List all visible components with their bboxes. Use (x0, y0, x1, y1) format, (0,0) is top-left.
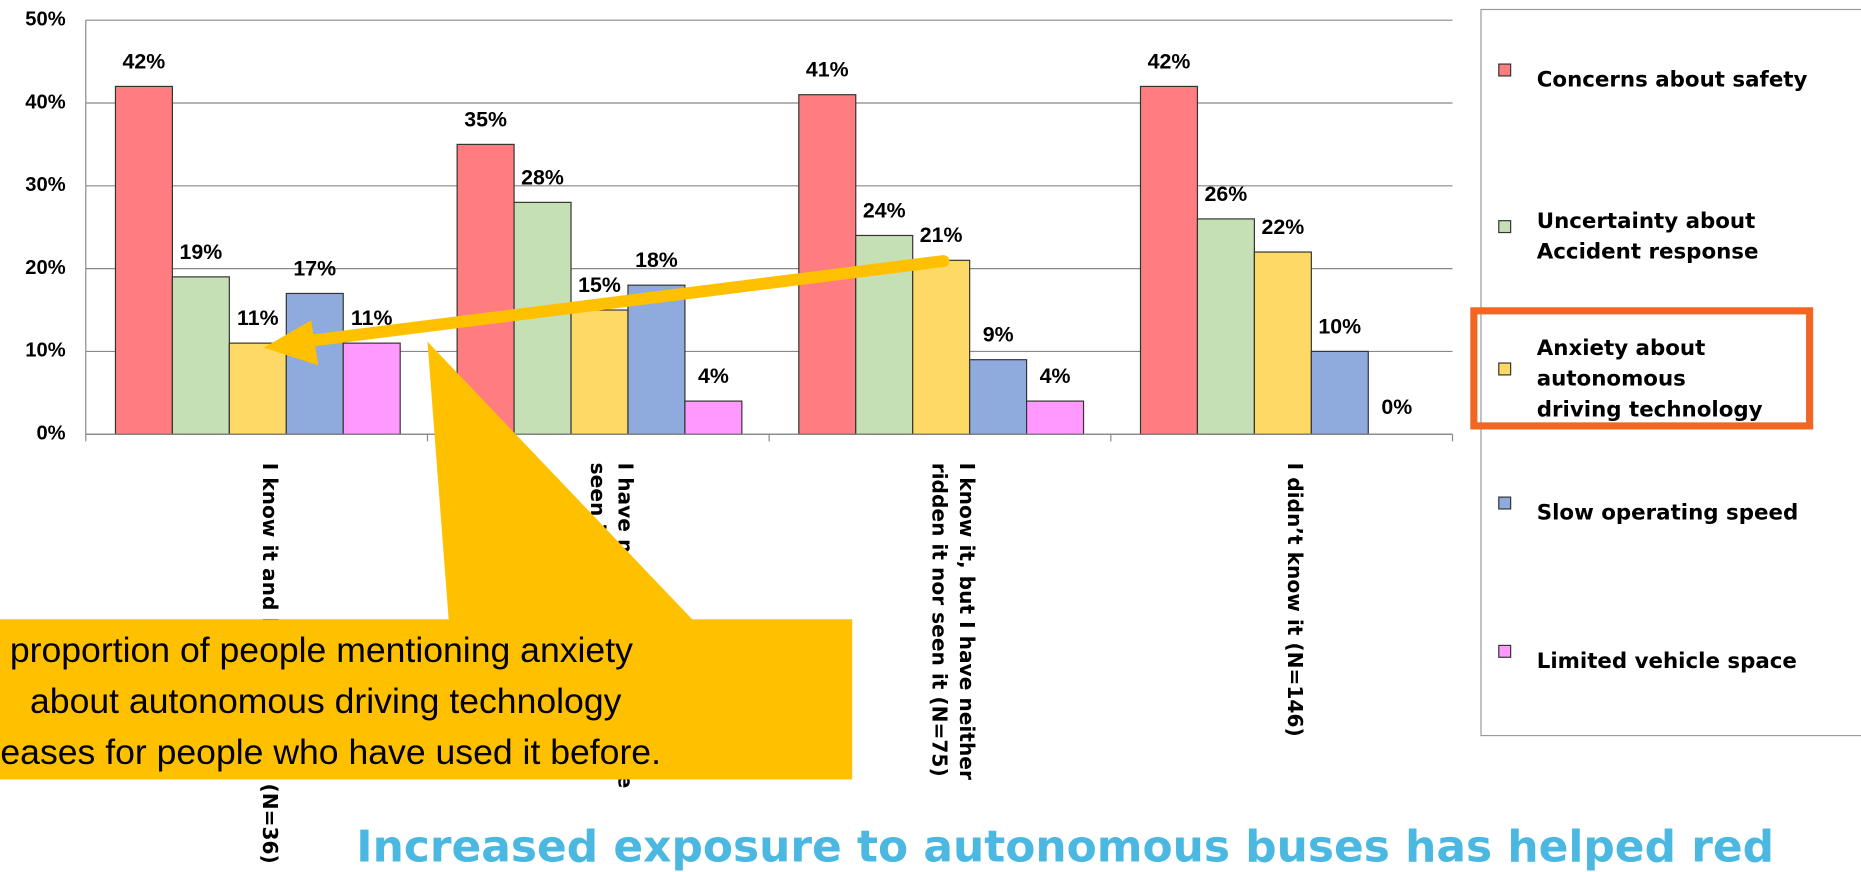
data-label: 24% (863, 198, 906, 222)
x-tick-label: ridden it nor seen it (N=75) (928, 463, 952, 777)
bar (1026, 400, 1085, 435)
bar (171, 276, 230, 435)
y-tick-label: 50% (25, 8, 65, 30)
callout-pointer (427, 341, 695, 622)
data-label: 4% (698, 364, 729, 388)
headline: Increased exposure to autonomous buses h… (356, 821, 1774, 872)
bar (342, 342, 401, 435)
legend-label: Slow operating speed (1537, 501, 1798, 526)
data-label: 42% (1148, 49, 1191, 73)
bar (969, 359, 1028, 435)
data-label: 22% (1261, 215, 1304, 239)
arrow-head (263, 320, 319, 366)
bar (114, 85, 173, 435)
y-tick-label: 20% (25, 257, 65, 279)
legend-marker (1498, 496, 1512, 510)
data-label: 4% (1040, 364, 1071, 388)
bar (1310, 350, 1369, 435)
data-label: 17% (293, 256, 336, 280)
data-label: 42% (123, 49, 166, 73)
y-tick-label: 0% (36, 423, 65, 445)
data-label: 26% (1205, 182, 1248, 206)
data-label: 28% (521, 165, 564, 189)
bar (570, 309, 629, 435)
bar (228, 342, 287, 435)
bar (684, 400, 743, 435)
bar (627, 284, 686, 435)
callout-text: proportion of people mentioning anxiety (10, 630, 633, 670)
data-label: 21% (920, 223, 963, 247)
bar (798, 94, 857, 435)
x-tick-label: I didn’t know it (N=146) (1283, 463, 1307, 737)
arrow-shaft (296, 255, 950, 348)
y-tick-label: 30% (25, 174, 65, 196)
legend-marker (1498, 644, 1512, 658)
legend-label: autonomous (1537, 367, 1686, 392)
y-tick-label: 40% (25, 91, 65, 113)
legend-box (1480, 8, 1861, 737)
callout-text: about autonomous driving technology (30, 681, 622, 721)
legend-label: driving technology (1537, 397, 1763, 422)
data-label: 9% (983, 323, 1014, 347)
x-tick-label: I know it, but I have neither (955, 463, 979, 780)
legend-marker (1498, 220, 1512, 234)
bar (1139, 85, 1199, 435)
legend-label: Anxiety about (1537, 336, 1706, 361)
data-label: 41% (806, 58, 849, 82)
callout-box (0, 619, 853, 780)
callout-text: eases for people who have used it before… (0, 732, 661, 772)
data-label: 19% (180, 240, 223, 264)
legend-label: Uncertainty about (1537, 209, 1756, 234)
bar (1196, 218, 1255, 435)
legend-marker (1498, 63, 1512, 77)
data-label: 15% (578, 273, 621, 297)
data-label: 0% (1381, 395, 1412, 419)
legend-marker (1498, 362, 1512, 376)
legend-label: Limited vehicle space (1537, 649, 1797, 674)
legend-label: Accident response (1537, 240, 1759, 265)
y-tick-label: 10% (25, 340, 65, 362)
data-label: 11% (237, 306, 279, 330)
bar (1253, 251, 1312, 435)
legend-highlight (1470, 307, 1814, 430)
data-label: 10% (1318, 314, 1361, 338)
bar (912, 259, 971, 435)
data-label: 18% (635, 248, 678, 272)
data-label: 35% (464, 107, 507, 131)
legend-label: Concerns about safety (1537, 68, 1808, 93)
